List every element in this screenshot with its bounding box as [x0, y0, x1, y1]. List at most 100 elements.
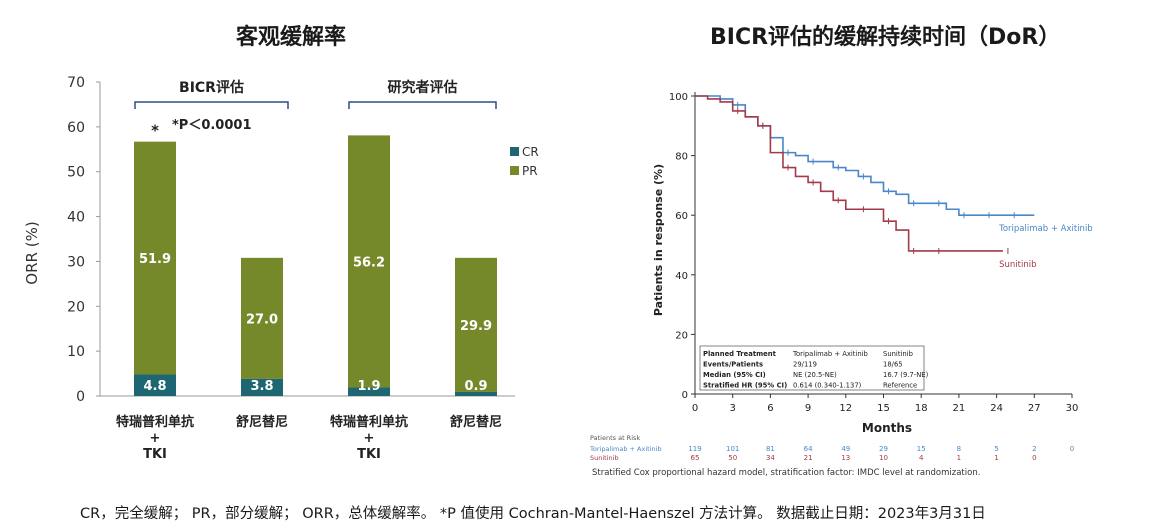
- km-risk-value: 49: [841, 445, 850, 453]
- km-x-tick-label: 18: [915, 403, 928, 414]
- km-chart-title: BICR评估的缓解持续时间（DoR）: [710, 25, 1061, 50]
- km-x-tick-label: 21: [953, 403, 966, 414]
- bar-cr-value-label: 4.8: [143, 379, 166, 394]
- km-risk-value: 64: [804, 445, 813, 453]
- bar-cr-value-label: 1.9: [357, 379, 380, 394]
- significance-marker: *: [151, 122, 159, 140]
- bar-cr-segment: [348, 387, 390, 396]
- bar-category-label: +: [150, 431, 161, 446]
- km-x-tick-label: 27: [1028, 403, 1041, 414]
- km-stats-cell: Sunitinib: [883, 350, 913, 358]
- km-risk-value: 0: [1070, 445, 1074, 453]
- km-series-label-toripalimab: Toripalimab + Axitinib: [998, 224, 1093, 234]
- km-x-tick-label: 30: [1066, 403, 1079, 414]
- bar-cr-value-label: 0.9: [464, 379, 487, 394]
- km-risk-row-label: Toripalimab + Axitinib: [589, 445, 662, 453]
- km-risk-value: 29: [879, 445, 888, 453]
- bar-chart-title: 客观缓解率: [236, 25, 347, 50]
- km-series-label-sunitinib: Sunitinib: [999, 260, 1036, 270]
- km-risk-value: 50: [728, 454, 737, 462]
- km-stats-cell: 18/65: [883, 361, 903, 369]
- bar-pr-segment: [455, 257, 497, 392]
- km-risk-value: 10: [879, 454, 888, 462]
- km-line-sunitinib: [695, 95, 1003, 252]
- km-risk-value: 101: [726, 445, 739, 453]
- bar-cr-segment: [241, 378, 283, 396]
- km-lines: Toripalimab + Axitinib Sunitinib: [695, 95, 1093, 270]
- legend-swatch-pr: [510, 166, 519, 175]
- km-risk-value: 2: [1032, 445, 1036, 453]
- bar-y-tick-label: 40: [67, 210, 85, 226]
- km-y-tick-label: 100: [669, 92, 688, 103]
- km-y-axis-label: Patients in response (%): [652, 164, 665, 316]
- km-risk-value: 1: [994, 454, 998, 462]
- bar-pr-value-label: 56.2: [353, 255, 385, 270]
- km-stats-cell: Median (95% CI): [703, 371, 766, 379]
- km-stats-cell: 0.614 (0.340-1.137): [793, 382, 862, 390]
- km-x-tick-label: 24: [990, 403, 1003, 414]
- bar-pr-value-label: 29.9: [460, 319, 492, 334]
- bar-labels: 4.851.9特瑞普利单抗+TKI3.827.0舒尼替尼1.956.2特瑞普利单…: [116, 79, 539, 462]
- km-stats-table: Planned Treatment Toripalimab + Axitinib S…: [699, 345, 929, 391]
- km-stats-cell: NE (20.5-NE): [793, 371, 837, 379]
- km-risk-row-label: Sunitinib: [590, 454, 619, 462]
- group-label: 研究者评估: [388, 79, 458, 96]
- km-stats-cell: 16.7 (9.7-NE): [883, 371, 929, 379]
- bar-y-tick-label: 60: [67, 120, 85, 136]
- bar-category-label: 特瑞普利单抗: [116, 414, 194, 430]
- bar-category-label: 舒尼替尼: [236, 414, 288, 430]
- bar-marks: [134, 135, 497, 396]
- bar-pr-value-label: 51.9: [139, 252, 171, 267]
- bar-pr-segment: [241, 257, 283, 379]
- km-risk-value: 13: [841, 454, 850, 462]
- bar-y-tick-label: 20: [67, 299, 85, 315]
- bar-y-tick-label: 0: [76, 389, 85, 405]
- km-risk-value: 5: [994, 445, 998, 453]
- group-bracket: [348, 101, 497, 109]
- km-x-tick-label: 6: [767, 403, 773, 414]
- km-axes: 0 20 40 60 80 100 0 3 6 9 12 15 18 21 24 27 30: [669, 92, 1078, 414]
- legend-label-pr: PR: [522, 164, 538, 178]
- km-x-tick-label: 0: [692, 403, 698, 414]
- km-footnote: Stratified Cox proportional hazard model…: [592, 468, 980, 478]
- km-risk-table: Patients at Risk Toripalimab + Axitinib 1 1…: [589, 434, 1074, 462]
- km-stats-cell: Reference: [883, 382, 917, 390]
- bar-pr-value-label: 27.0: [246, 312, 278, 327]
- km-stats-cell: 29/119: [793, 361, 817, 369]
- bar-category-label: TKI: [143, 447, 167, 462]
- bar-y-tick-label: 50: [67, 165, 85, 181]
- bar-y-tick-label: 30: [67, 254, 85, 270]
- km-risk-value: 21: [804, 454, 813, 462]
- bar-category-label: 特瑞普利单抗: [330, 414, 408, 430]
- km-y-tick-label: 0: [682, 390, 688, 401]
- km-risk-value: 81: [766, 445, 775, 453]
- p-value-annotation: *P＜0.0001: [172, 118, 252, 133]
- km-y-tick-label: 40: [675, 271, 688, 282]
- legend-label-cr: CR: [522, 145, 539, 159]
- km-x-tick-label: 9: [805, 403, 811, 414]
- group-label: BICR评估: [179, 79, 244, 96]
- km-risk-title: Patients at Risk: [590, 434, 640, 442]
- km-risk-value: 1: [957, 454, 961, 462]
- km-stats-table-box: [699, 345, 925, 391]
- bar-category-label: 舒尼替尼: [450, 414, 502, 430]
- km-y-tick-label: 80: [675, 152, 688, 163]
- km-risk-value: 4: [919, 454, 924, 462]
- km-risk-value: 0: [1032, 454, 1036, 462]
- km-stats-cell: Planned Treatment: [703, 350, 777, 358]
- bar-pr-segment: [134, 141, 176, 375]
- km-stats-cell: Stratified HR (95% CI): [703, 382, 787, 390]
- km-risk-value: 65: [691, 454, 700, 462]
- bar-axes: 0 10 20 30 40 50 60 70: [67, 75, 515, 405]
- bar-y-tick-label: 70: [67, 75, 85, 91]
- km-stats-cell: Events/Patients: [703, 361, 763, 369]
- km-x-tick-label: 15: [877, 403, 890, 414]
- bar-y-axis-label: ORR (%): [23, 221, 41, 284]
- km-risk-value: 34: [766, 454, 775, 462]
- bar-category-label: +: [364, 431, 375, 446]
- km-y-tick-label: 20: [675, 330, 688, 341]
- bar-cr-value-label: 3.8: [250, 379, 273, 394]
- km-x-tick-label: 12: [839, 403, 852, 414]
- bar-category-label: TKI: [357, 447, 381, 462]
